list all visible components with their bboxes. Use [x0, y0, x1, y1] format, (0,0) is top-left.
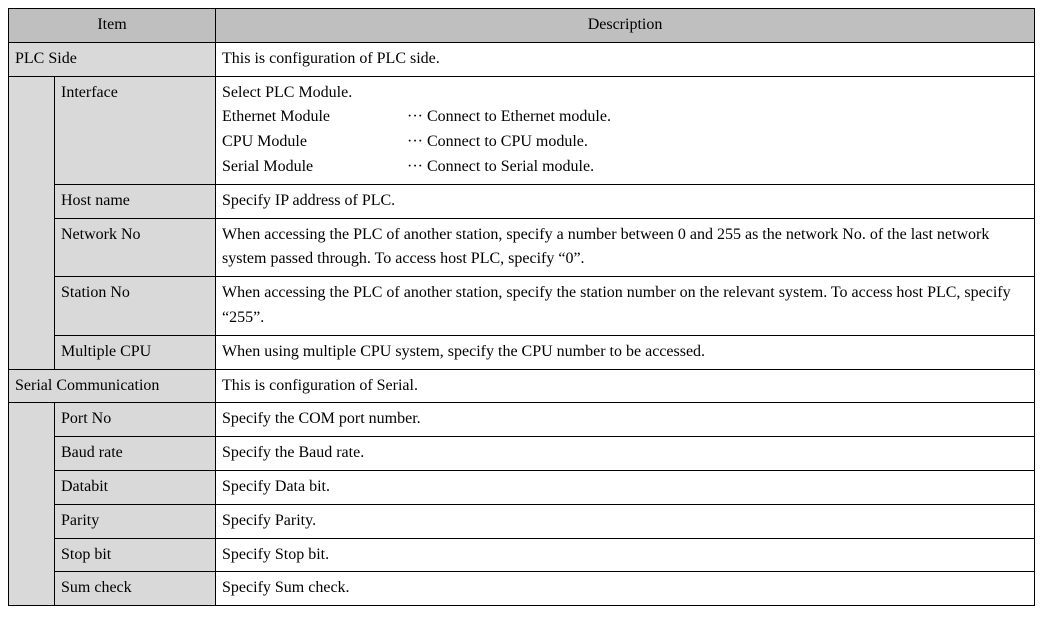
plc-hostname-row: Host name Specify IP address of PLC.	[9, 184, 1035, 218]
serial-comm-title: Serial Communication	[9, 369, 216, 403]
serial-indent	[9, 403, 55, 606]
interface-sep-0: ···	[407, 108, 423, 125]
plc-interface-description: Select PLC Module. Ethernet Module··· Co…	[216, 76, 1035, 184]
serial-baudrate-description: Specify the Baud rate.	[216, 437, 1035, 471]
plc-multiplecpu-description: When using multiple CPU system, specify …	[216, 335, 1035, 369]
interface-intro: Select PLC Module.	[222, 81, 1028, 106]
serial-portno-label: Port No	[55, 403, 216, 437]
plc-interface-label: Interface	[55, 76, 216, 184]
interface-module-ethernet: Ethernet Module	[222, 105, 407, 130]
serial-portno-row: Port No Specify the COM port number.	[9, 403, 1035, 437]
header-item: Item	[9, 9, 216, 43]
plc-networkno-label: Network No	[55, 218, 216, 277]
serial-sumcheck-description: Specify Sum check.	[216, 572, 1035, 606]
serial-comm-description: This is configuration of Serial.	[216, 369, 1035, 403]
serial-sumcheck-row: Sum check Specify Sum check.	[9, 572, 1035, 606]
serial-stopbit-description: Specify Stop bit.	[216, 538, 1035, 572]
interface-text-0: Connect to Ethernet module.	[427, 108, 611, 125]
serial-sumcheck-label: Sum check	[55, 572, 216, 606]
plc-hostname-description: Specify IP address of PLC.	[216, 184, 1035, 218]
serial-parity-label: Parity	[55, 504, 216, 538]
serial-databit-row: Databit Specify Data bit.	[9, 470, 1035, 504]
plc-multiplecpu-label: Multiple CPU	[55, 335, 216, 369]
serial-databit-description: Specify Data bit.	[216, 470, 1035, 504]
plc-networkno-row: Network No When accessing the PLC of ano…	[9, 218, 1035, 277]
plc-side-description: This is configuration of PLC side.	[216, 42, 1035, 76]
interface-line-serial: Serial Module··· Connect to Serial modul…	[222, 155, 1028, 180]
interface-line-ethernet: Ethernet Module··· Connect to Ethernet m…	[222, 105, 1028, 130]
serial-databit-label: Databit	[55, 470, 216, 504]
interface-module-serial: Serial Module	[222, 155, 407, 180]
plc-side-row: PLC Side This is configuration of PLC si…	[9, 42, 1035, 76]
plc-indent	[9, 76, 55, 369]
interface-sep-2: ···	[407, 158, 423, 175]
interface-module-cpu: CPU Module	[222, 130, 407, 155]
plc-interface-row: Interface Select PLC Module. Ethernet Mo…	[9, 76, 1035, 184]
serial-stopbit-row: Stop bit Specify Stop bit.	[9, 538, 1035, 572]
serial-comm-row: Serial Communication This is configurati…	[9, 369, 1035, 403]
plc-networkno-description: When accessing the PLC of another statio…	[216, 218, 1035, 277]
serial-baudrate-label: Baud rate	[55, 437, 216, 471]
plc-stationno-row: Station No When accessing the PLC of ano…	[9, 277, 1035, 336]
interface-line-cpu: CPU Module··· Connect to CPU module.	[222, 130, 1028, 155]
plc-stationno-description: When accessing the PLC of another statio…	[216, 277, 1035, 336]
table-header-row: Item Description	[9, 9, 1035, 43]
serial-portno-description: Specify the COM port number.	[216, 403, 1035, 437]
interface-sep-1: ···	[407, 133, 423, 150]
interface-text-2: Connect to Serial module.	[427, 158, 594, 175]
plc-hostname-label: Host name	[55, 184, 216, 218]
header-description: Description	[216, 9, 1035, 43]
config-spec-table: Item Description PLC Side This is config…	[8, 8, 1035, 606]
plc-side-title: PLC Side	[9, 42, 216, 76]
serial-stopbit-label: Stop bit	[55, 538, 216, 572]
serial-baudrate-row: Baud rate Specify the Baud rate.	[9, 437, 1035, 471]
interface-text-1: Connect to CPU module.	[427, 133, 588, 150]
serial-parity-description: Specify Parity.	[216, 504, 1035, 538]
plc-stationno-label: Station No	[55, 277, 216, 336]
serial-parity-row: Parity Specify Parity.	[9, 504, 1035, 538]
plc-multiplecpu-row: Multiple CPU When using multiple CPU sys…	[9, 335, 1035, 369]
